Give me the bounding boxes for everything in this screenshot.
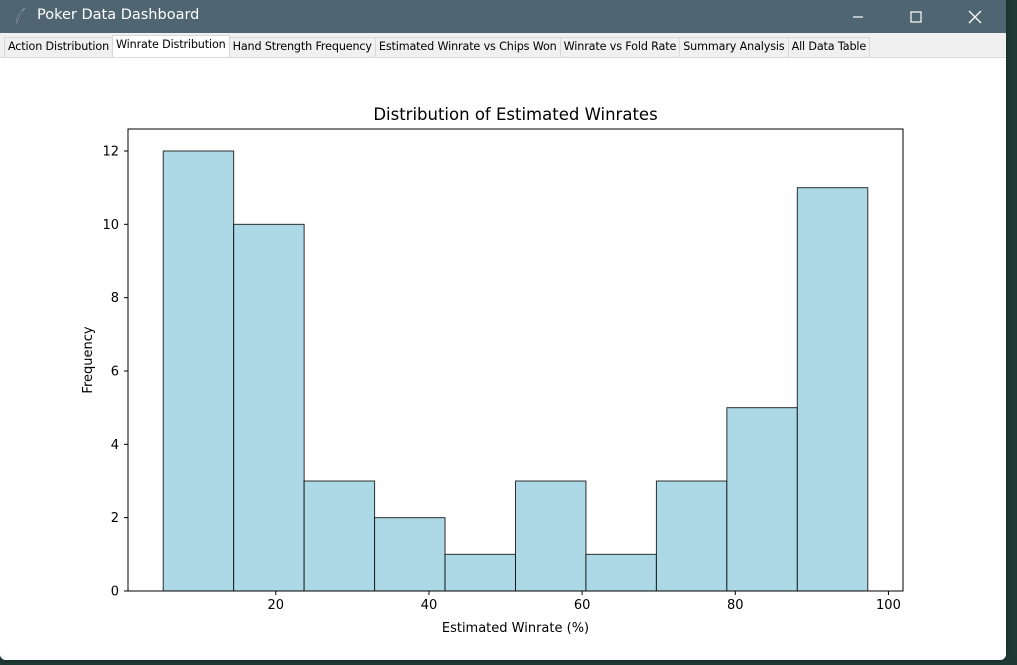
maximize-button[interactable] — [887, 0, 945, 33]
tab-summary-analysis[interactable]: Summary Analysis — [679, 37, 789, 57]
tab-hand-strength-frequency[interactable]: Hand Strength Frequency — [228, 37, 376, 57]
plot-frame — [127, 128, 904, 592]
x-axis-label: Estimated Winrate (%) — [442, 621, 589, 636]
y-tick-label: 12 — [102, 145, 119, 160]
histogram-bar — [515, 480, 587, 592]
y-tick-label: 8 — [111, 291, 119, 306]
tab-bar: Action Distribution Winrate Distribution… — [0, 33, 1006, 58]
title-bar[interactable]: Poker Data Dashboard — [0, 0, 1006, 33]
histogram-bar — [374, 517, 446, 592]
x-tick-label: 80 — [727, 598, 744, 613]
histogram-bar — [796, 187, 869, 592]
y-tick-label: 4 — [111, 438, 119, 453]
close-button[interactable] — [946, 0, 1004, 33]
histogram-bar — [233, 223, 305, 592]
tab-action-distribution[interactable]: Action Distribution — [4, 37, 114, 57]
histogram-bar — [303, 480, 376, 592]
feather-icon — [12, 7, 30, 25]
tab-winrate-vs-chips-won[interactable]: Estimated Winrate vs Chips Won — [374, 37, 561, 57]
chart-title: Distribution of Estimated Winrates — [373, 105, 657, 124]
x-tick-label: 100 — [876, 598, 901, 613]
x-tick-label: 40 — [421, 598, 438, 613]
y-tick-label: 2 — [111, 511, 119, 526]
window-title: Poker Data Dashboard — [37, 7, 200, 23]
x-tick-label: 60 — [574, 598, 591, 613]
histogram-bar — [162, 150, 235, 592]
chart-panel: 20 40 60 80 100 0 2 4 6 8 10 12 Distribution of Esti… — [0, 58, 1006, 660]
histogram-bar — [585, 553, 657, 592]
close-icon — [968, 10, 982, 23]
y-tick-label: 6 — [111, 365, 119, 380]
x-tick-label: 20 — [268, 598, 285, 613]
histogram-bar — [726, 407, 798, 592]
background-strip — [0, 650, 60, 665]
y-tick-label: 10 — [102, 218, 119, 233]
histogram-bar — [444, 553, 516, 592]
y-axis-label: Frequency — [81, 326, 96, 393]
y-tick-label: 0 — [111, 585, 119, 600]
maximize-icon — [910, 10, 922, 23]
tab-winrate-distribution[interactable]: Winrate Distribution — [112, 35, 230, 57]
tab-all-data-table[interactable]: All Data Table — [787, 37, 871, 57]
histogram-chart: 20 40 60 80 100 0 2 4 6 8 10 12 Distribution of Esti… — [81, 105, 904, 636]
minimize-icon — [853, 15, 863, 18]
minimize-button[interactable] — [829, 0, 887, 33]
histogram-bar — [655, 480, 728, 592]
tab-winrate-vs-fold-rate[interactable]: Winrate vs Fold Rate — [559, 37, 681, 57]
